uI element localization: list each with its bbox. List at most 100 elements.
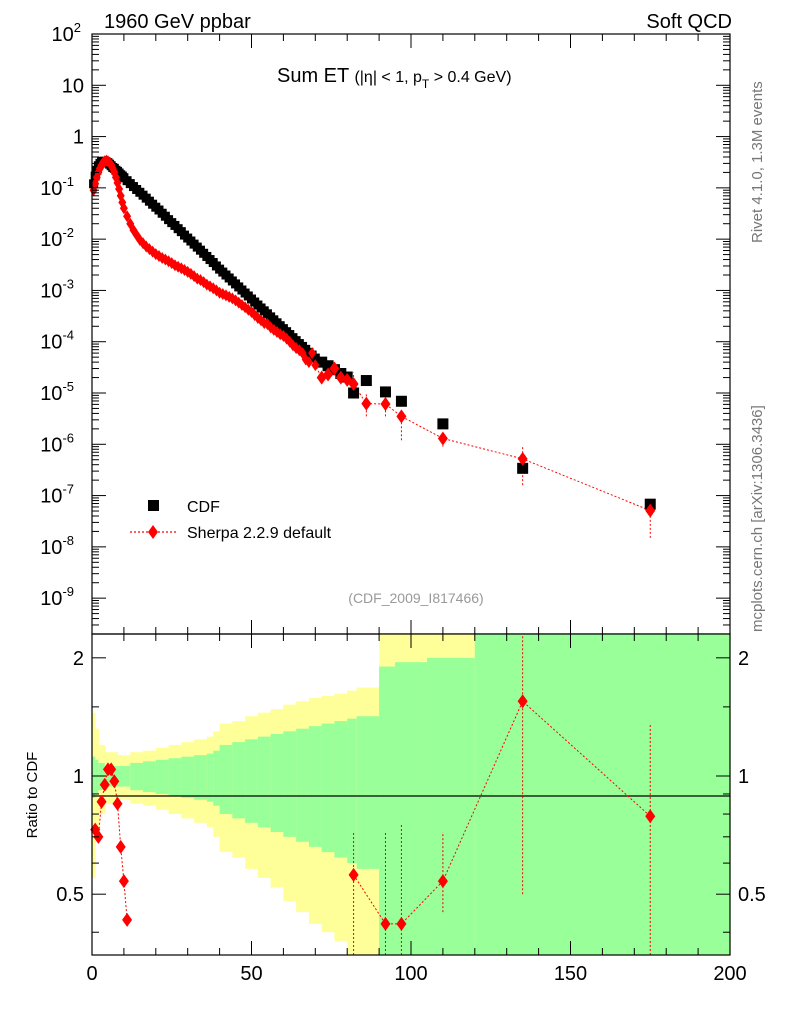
ratio-stat-uncertainty-band [245, 739, 259, 823]
source-site-text: mcplots.cern.ch [arXiv:1306.3436] [749, 405, 766, 632]
legend: CDF Sherpa 2.2.9 default [130, 499, 332, 542]
plot-title-cuts-tail: > 0.4 GeV) [429, 69, 511, 86]
sherpa-series-line [93, 160, 651, 512]
ratio-data-layer [90, 634, 656, 955]
cdf-data-point [322, 360, 334, 372]
ratio-stat-uncertainty-band [130, 762, 144, 791]
tick-label-base: 10 [40, 434, 62, 456]
ratio-stat-uncertainty-band [206, 753, 214, 802]
ratio-stat-uncertainty-band [347, 718, 358, 864]
ratio-data-point [517, 694, 528, 709]
sherpa-data-point [123, 210, 132, 223]
cdf-data-point [348, 387, 360, 399]
ratio-plot-panel: 0 50 100 150 200 0.5 0.5 1 1 2 2 Ratio to CDF [24, 633, 766, 985]
sherpa-data-point [517, 451, 528, 466]
ratio-stat-uncertainty-band [219, 744, 233, 815]
cdf-data-point [395, 395, 407, 407]
legend-marker-sherpa [148, 525, 158, 539]
sherpa-data-point [645, 503, 656, 518]
ratio-stat-uncertainty-band [308, 726, 323, 847]
sherpa-data-point [380, 397, 391, 412]
sherpa-data-point [348, 376, 359, 391]
ratio-stat-uncertainty-band [213, 750, 221, 806]
ratio-stat-uncertainty-band [143, 761, 157, 793]
ratio-data-point [348, 867, 359, 882]
ratio-axes: 0 50 100 150 200 0.5 0.5 1 1 2 2 [56, 634, 766, 985]
tick-label-base: 10 [40, 537, 62, 559]
ratio-y-axis-label: Ratio to CDF [24, 752, 41, 839]
ratio-data-point [109, 774, 120, 789]
main-y-tick-label: 10-1 [40, 174, 74, 200]
tick-label-exponent: -1 [62, 174, 74, 189]
legend-marker-cdf [148, 500, 159, 511]
plot-title-main: Sum ET [277, 65, 349, 87]
tick-label-exponent: -4 [62, 328, 74, 343]
ratio-stat-uncertainty-band [395, 662, 428, 955]
ratio-x-tick-label: 0 [86, 963, 97, 985]
cdf-data-point [360, 375, 372, 387]
main-y-tick-label: 10 [62, 75, 84, 97]
tick-label-base: 10 [52, 24, 74, 46]
main-y-tick-label: 10-4 [40, 328, 74, 354]
ratio-series-line-low [94, 768, 128, 920]
cdf-data-point [517, 462, 529, 474]
ratio-data-point [380, 916, 391, 931]
ratio-plot-frame [91, 633, 731, 956]
ratio-stat-uncertainty-band [92, 756, 96, 798]
sherpa-data-point [437, 431, 448, 446]
energy-label: 1960 GeV ppbar [104, 11, 251, 33]
ratio-data-point [99, 777, 110, 792]
cdf-data-point [437, 418, 449, 430]
ratio-uncertainty-bands [92, 634, 731, 955]
ratio-stat-uncertainty-band [155, 759, 170, 794]
tick-label-exponent: -5 [62, 379, 74, 394]
cdf-data-point [310, 353, 320, 363]
process-label: Soft QCD [646, 11, 732, 33]
ratio-data-point [437, 874, 448, 889]
ratio-stat-uncertainty-band [270, 733, 284, 833]
ratio-y-tick-label: 2 [73, 648, 84, 670]
plot-title: Sum ET (|η| < 1, pT > 0.4 GeV) [277, 65, 512, 91]
main-y-tick-label: 10-8 [40, 533, 74, 559]
legend-label-cdf: CDF [187, 499, 220, 516]
main-data-layer [89, 154, 656, 538]
tick-label-base: 10 [40, 229, 62, 251]
ratio-data-point [96, 794, 107, 809]
ratio-stat-uncertainty-band [334, 721, 348, 858]
main-y-tick-label: 10-5 [40, 379, 74, 405]
plot-title-cuts-sub: T [422, 77, 430, 91]
main-y-tick-label: 102 [52, 20, 81, 46]
sherpa-data-point [329, 361, 340, 376]
main-plot-panel: 10210110-110-210-310-410-510-610-710-810… [40, 20, 731, 635]
ratio-data-point [118, 874, 129, 889]
sherpa-data-point [396, 409, 407, 424]
ratio-stat-uncertainty-band [321, 723, 336, 853]
ratio-stat-uncertainty-band [181, 756, 195, 798]
tick-label-base: 10 [40, 178, 62, 200]
main-y-tick-label: 10-6 [40, 430, 74, 456]
tick-label-base: 10 [40, 588, 62, 610]
ratio-y-tick-label-right: 1 [738, 766, 749, 788]
ratio-y-tick-label-right: 0.5 [738, 884, 766, 906]
cdf-data-point [379, 386, 391, 398]
tick-label-base: 10 [40, 280, 62, 302]
tick-label-base: 10 [40, 486, 62, 508]
tick-label-exponent: -8 [62, 533, 74, 548]
cdf-data-point [316, 356, 328, 368]
tick-label-exponent: 2 [74, 20, 81, 35]
ratio-y-tick-label: 0.5 [56, 884, 84, 906]
analysis-id: (CDF_2009_I817466) [348, 590, 483, 606]
tick-label-exponent: -6 [62, 430, 74, 445]
main-plot-frame [91, 33, 731, 635]
sherpa-data-point [119, 202, 128, 215]
ratio-stat-uncertainty-band [232, 742, 246, 819]
tick-label-exponent: -2 [62, 225, 74, 240]
tick-label-base: 10 [40, 332, 62, 354]
ratio-data-point [112, 796, 123, 811]
ratio-x-tick-label: 200 [713, 963, 746, 985]
tick-label-base: 10 [40, 383, 62, 405]
ratio-stat-uncertainty-band [283, 731, 297, 837]
ratio-stat-uncertainty-band [356, 716, 380, 869]
ratio-y-tick-label: 1 [73, 766, 84, 788]
